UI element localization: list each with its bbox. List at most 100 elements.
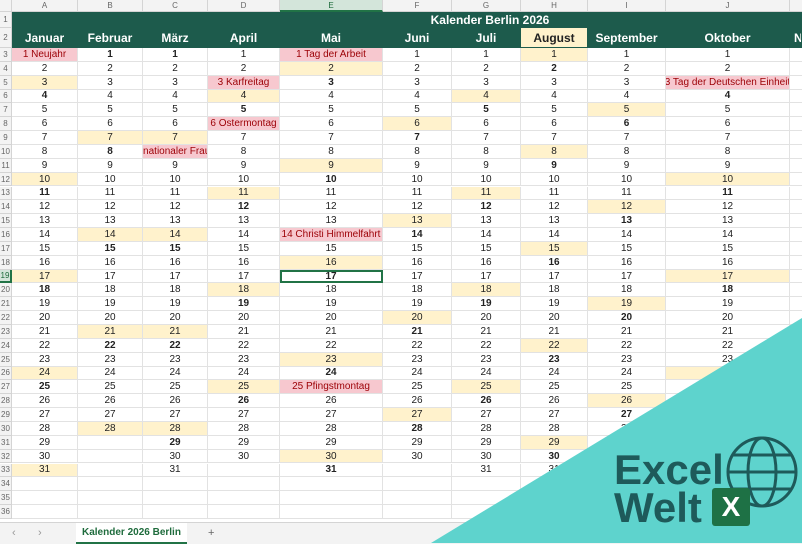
day-cell: 15 — [383, 241, 452, 256]
day-cell: 9 — [666, 158, 790, 173]
row-header: 17 — [0, 241, 12, 256]
day-cell: 21 — [452, 325, 521, 339]
day-cell: 10 — [208, 172, 280, 187]
day-cell: 15 — [280, 241, 383, 256]
day-cell: 19 — [383, 297, 452, 312]
day-cell: 18 — [143, 283, 208, 298]
scroll-left[interactable]: ‹ — [12, 527, 16, 539]
row-header: 35 — [0, 491, 12, 506]
column-header: H — [521, 0, 588, 12]
day-cell: 26 — [12, 394, 78, 409]
day-cell: 19 — [78, 297, 143, 312]
grid-cell — [143, 477, 208, 492]
day-cell: 27 — [521, 408, 588, 422]
day-cell: 23 — [143, 352, 208, 367]
day-cell: 3 — [143, 75, 208, 90]
row-header: 15 — [0, 214, 12, 229]
day-cell: 14 — [383, 228, 452, 242]
day-cell: 12 — [521, 200, 588, 215]
day-cell: 15 — [521, 241, 588, 256]
day-cell: 2 — [383, 61, 452, 76]
day-cell: 8 — [452, 144, 521, 159]
day-cell: 12 — [452, 200, 521, 215]
row-header: 1 — [0, 12, 12, 28]
row-header: 16 — [0, 228, 12, 242]
day-cell: 14 — [588, 228, 666, 242]
day-cell: 6 — [280, 117, 383, 132]
day-cell: 9 — [208, 158, 280, 173]
day-cell: 8 — [588, 144, 666, 159]
day-cell: 14 — [208, 228, 280, 242]
day-cell: 12 — [78, 200, 143, 215]
day-cell: 19 — [521, 297, 588, 312]
day-cell: 2 — [521, 61, 588, 76]
day-cell: 4 — [143, 89, 208, 104]
grid-cell — [280, 477, 383, 492]
grid-cell — [790, 256, 802, 270]
row-header: 10 — [0, 144, 12, 159]
row-header: 18 — [0, 255, 12, 270]
day-cell: 7 — [452, 131, 521, 145]
day-cell: 23 — [280, 352, 383, 367]
row-header: 5 — [0, 75, 12, 90]
day-cell: 19 — [452, 297, 521, 312]
day-cell: 18 — [12, 283, 78, 298]
grid-cell — [78, 449, 143, 464]
month-header: April — [208, 28, 280, 48]
day-cell: 10 — [521, 172, 588, 187]
day-cell: 11 — [383, 186, 452, 201]
column-header: E — [280, 0, 383, 12]
day-cell: 17 — [521, 269, 588, 284]
grid-cell — [790, 200, 802, 215]
day-cell: 28 — [521, 421, 588, 436]
day-cell: 16 — [588, 255, 666, 270]
x-icon-box — [712, 488, 750, 526]
day-cell: 13 — [588, 214, 666, 229]
column-header: I — [588, 0, 666, 12]
day-cell: 6 — [588, 117, 666, 132]
day-cell: 27 — [383, 408, 452, 422]
day-cell: 1 — [588, 48, 666, 62]
month-header: Januar — [12, 28, 78, 48]
day-cell: 22 — [78, 338, 143, 353]
grid-cell — [790, 173, 802, 187]
grid-cell — [383, 505, 452, 519]
month-header: Februar — [78, 28, 143, 48]
day-cell: 13 — [208, 214, 280, 229]
day-cell: 17 — [588, 269, 666, 284]
day-cell: 12 — [383, 200, 452, 215]
day-cell: 7 — [588, 131, 666, 145]
month-header: Juli — [452, 28, 521, 48]
day-cell: 2 — [143, 61, 208, 76]
day-cell: 18 — [521, 283, 588, 298]
month-header: August — [521, 28, 588, 48]
day-cell: 15 — [12, 241, 78, 256]
day-cell: 10 — [383, 172, 452, 187]
grid-cell — [280, 505, 383, 519]
day-cell: 8 — [666, 144, 790, 159]
day-cell: 15 — [78, 241, 143, 256]
day-cell: 31 — [452, 463, 521, 478]
day-cell: 3 Tag der Deutschen Einheit — [666, 75, 790, 90]
day-cell: 24 — [208, 366, 280, 381]
scroll-right[interactable]: › — [38, 527, 42, 539]
day-cell: 16 — [280, 255, 383, 270]
row-header: 6 — [0, 89, 12, 104]
add-sheet[interactable]: + — [208, 527, 215, 539]
grid-cell — [78, 463, 143, 478]
day-cell: 13 — [78, 214, 143, 229]
day-cell: 19 — [666, 297, 790, 312]
day-cell: 1 — [452, 48, 521, 62]
column-header: J — [666, 0, 790, 12]
day-cell: 2 — [280, 61, 383, 76]
day-cell: 14 — [452, 228, 521, 242]
day-cell: 6 — [521, 117, 588, 132]
corner — [0, 0, 12, 12]
grid-cell — [208, 477, 280, 492]
row-header: 30 — [0, 421, 12, 436]
grid-cell — [12, 505, 78, 519]
day-cell: 3 Karfreitag — [208, 75, 280, 90]
day-cell: 15 — [143, 241, 208, 256]
row-header: 27 — [0, 380, 12, 395]
